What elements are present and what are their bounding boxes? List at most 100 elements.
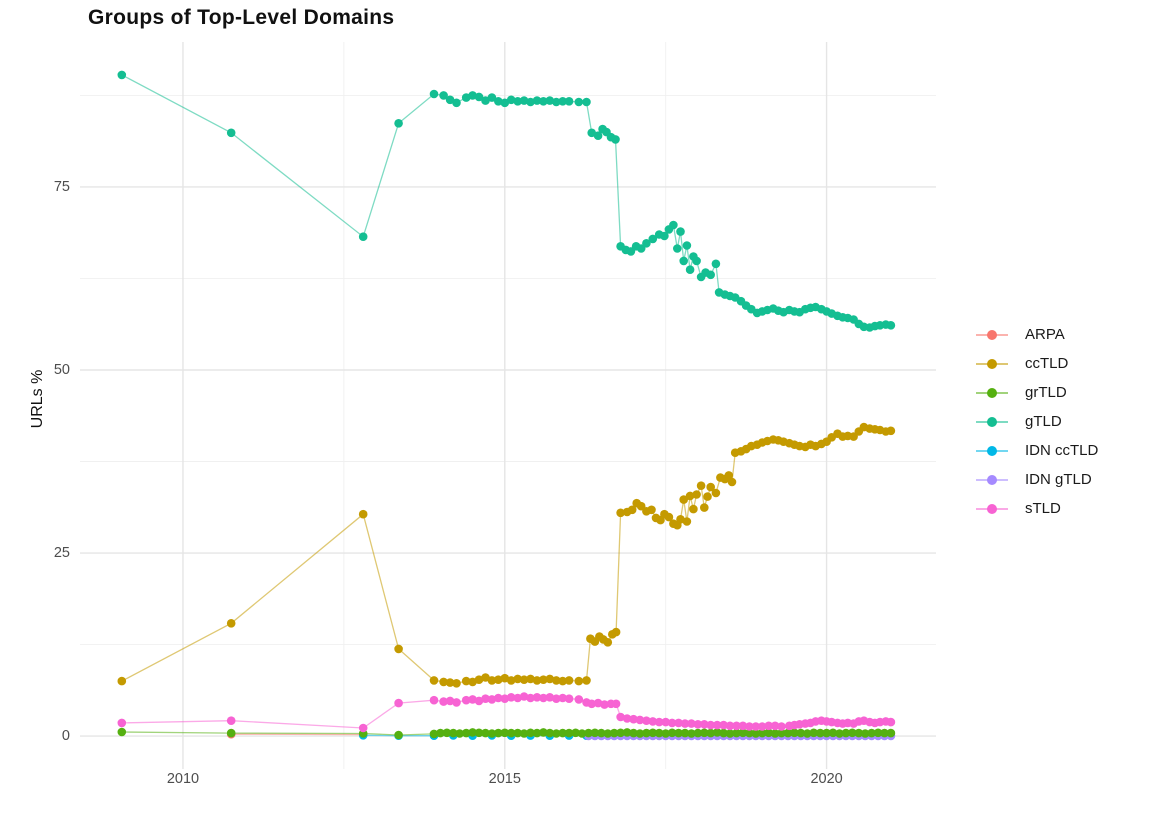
- y-tick-label: 25: [53, 545, 70, 562]
- series-point-grTLD: [519, 729, 529, 738]
- series-point-sTLD: [506, 693, 516, 702]
- series-point-grTLD: [635, 729, 645, 738]
- series-point-grTLD: [687, 729, 696, 738]
- series-point-sTLD: [719, 720, 728, 730]
- series-point-ccTLD: [886, 426, 896, 436]
- series-point-grTLD: [867, 728, 876, 738]
- legend-swatch-icon: [976, 358, 1008, 369]
- legend-swatch-icon: [976, 503, 1008, 514]
- series-point-grTLD: [745, 728, 754, 738]
- series-point-sTLD: [642, 716, 651, 725]
- series-point-grTLD: [609, 728, 619, 738]
- series-point-sTLD: [635, 715, 645, 725]
- series-point-ccTLD: [461, 676, 471, 686]
- series-point-grTLD: [642, 728, 651, 738]
- series-point-grTLD: [590, 728, 600, 738]
- series-point-grTLD: [700, 728, 709, 738]
- series-point-gTLD: [439, 91, 448, 100]
- series-point-ccTLD: [445, 678, 455, 687]
- series-point-grTLD: [532, 728, 542, 738]
- series-point-sTLD: [358, 723, 368, 733]
- series-point-gTLD: [660, 231, 669, 241]
- series-point-sTLD: [693, 720, 703, 729]
- series-point-ccTLD: [706, 482, 715, 492]
- series-point-grTLD: [394, 730, 403, 740]
- series-point-sTLD: [564, 694, 574, 703]
- series-point-gTLD: [558, 97, 567, 106]
- series-point-gTLD: [526, 97, 535, 107]
- series-point-ccTLD: [696, 481, 706, 491]
- series-point-grTLD: [513, 728, 522, 738]
- series-point-ccTLD: [429, 676, 439, 685]
- series-point-gTLD: [474, 92, 484, 102]
- series-point-grTLD: [790, 728, 799, 738]
- series-point-grTLD: [815, 728, 825, 738]
- series-point-grTLD: [667, 728, 677, 738]
- series-point-gTLD: [636, 244, 646, 253]
- series-point-gTLD: [513, 97, 522, 106]
- series-point-grTLD: [455, 729, 465, 738]
- legend-label: sTLD: [1025, 500, 1061, 517]
- series-point-grTLD: [860, 729, 870, 738]
- series-point-ccTLD: [679, 495, 688, 504]
- series-point-sTLD: [500, 694, 510, 703]
- series-point-ccTLD: [474, 675, 484, 684]
- series-point-grTLD: [226, 728, 236, 738]
- series-point-gTLD: [429, 89, 439, 99]
- series-point-grTLD: [584, 728, 593, 738]
- series-point-ccTLD: [682, 517, 692, 526]
- legend-item-idn-cctld: IDN ccTLD: [975, 436, 1098, 465]
- series-point-gTLD: [593, 131, 603, 140]
- series-point-gTLD: [682, 241, 692, 250]
- series-point-grTLD: [429, 729, 439, 739]
- series-point-grTLD: [481, 728, 490, 738]
- series-point-sTLD: [667, 718, 677, 728]
- series-point-grTLD: [854, 728, 864, 738]
- series-point-ccTLD: [574, 676, 584, 686]
- series-point-sTLD: [574, 695, 584, 704]
- series-point-grTLD: [577, 729, 587, 738]
- series-point-sTLD: [481, 694, 490, 703]
- series-point-ccTLD: [552, 676, 561, 685]
- legend-label: grTLD: [1025, 384, 1067, 401]
- series-point-sTLD: [611, 699, 621, 709]
- series-point-grTLD: [822, 728, 831, 738]
- series-point-gTLD: [676, 227, 685, 236]
- series-point-ccTLD: [117, 676, 127, 686]
- series-point-sTLD: [494, 693, 503, 703]
- y-tick-label: 50: [53, 361, 70, 378]
- series-point-gTLD: [692, 256, 701, 266]
- series-point-grTLD: [449, 728, 458, 738]
- legend-item-arpa: ARPA: [975, 320, 1098, 349]
- x-tick-label: 2020: [810, 771, 843, 787]
- series-point-sTLD: [474, 696, 484, 706]
- series-point-gTLD: [226, 128, 236, 138]
- series-point-ccTLD: [685, 491, 695, 501]
- series-point-grTLD: [809, 728, 818, 738]
- series-point-ccTLD: [611, 627, 621, 637]
- series-point-sTLD: [654, 717, 664, 727]
- series-point-sTLD: [532, 693, 542, 702]
- series-point-grTLD: [777, 728, 786, 738]
- series-point-grTLD: [552, 729, 561, 738]
- series-point-ccTLD: [452, 679, 461, 688]
- series-point-ccTLD: [532, 676, 542, 685]
- series-point-grTLD: [500, 728, 510, 738]
- series-point-gTLD: [574, 97, 584, 107]
- series-point-sTLD: [725, 721, 735, 731]
- legend-item-idn-gtld: IDN gTLD: [975, 465, 1098, 494]
- series-point-sTLD: [539, 693, 548, 703]
- legend-item-stld: sTLD: [975, 494, 1098, 523]
- series-point-sTLD: [429, 695, 439, 705]
- series-point-sTLD: [712, 720, 722, 730]
- series-point-ccTLD: [711, 488, 721, 498]
- series-point-sTLD: [558, 693, 567, 703]
- legend: ARPA ccTLD grTLD gTLD IDN ccTLD IDN gTLD sTLD: [975, 320, 1098, 523]
- series-point-sTLD: [616, 712, 625, 722]
- series-point-ccTLD: [727, 477, 737, 487]
- series-point-sTLD: [461, 695, 471, 705]
- series-point-ccTLD: [394, 644, 403, 654]
- series-point-grTLD: [629, 728, 638, 738]
- series-point-grTLD: [764, 728, 773, 738]
- series-point-gTLD: [481, 96, 490, 105]
